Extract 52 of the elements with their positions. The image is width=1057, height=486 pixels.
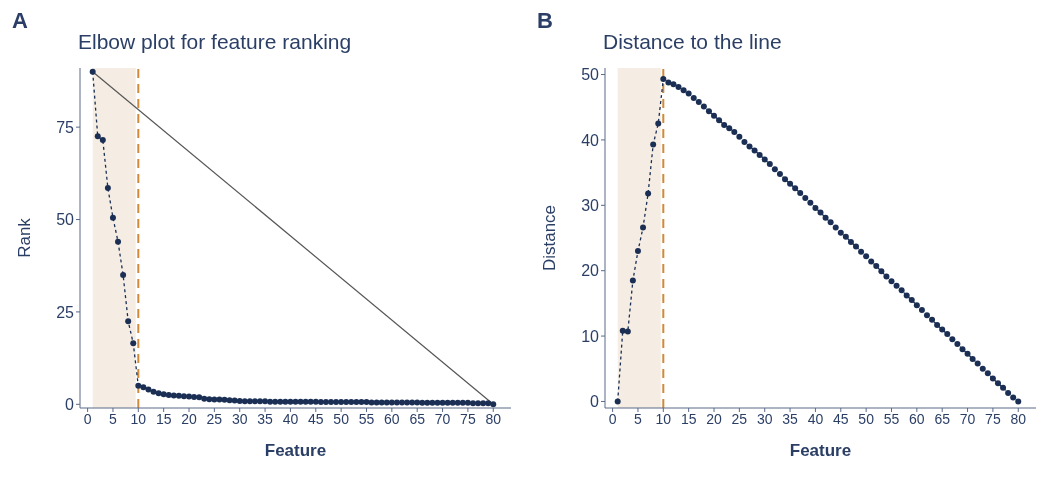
- x-tick-label: 30: [231, 410, 248, 427]
- x-tick-label: 70: [959, 410, 976, 427]
- y-tick-label: 20: [581, 262, 600, 280]
- x-tick-label: 40: [807, 410, 824, 427]
- x-tick-label: 65: [409, 410, 426, 427]
- x-tick-label: 50: [333, 410, 350, 427]
- x-axis-title: Feature: [789, 441, 852, 460]
- x-tick-label: 80: [1010, 410, 1027, 427]
- x-tick-label: 35: [257, 410, 274, 427]
- chart-title: Distance to the line: [603, 30, 782, 54]
- x-tick-label: 80: [485, 410, 502, 427]
- x-tick-label: 60: [909, 410, 925, 427]
- x-tick-label: 55: [358, 410, 375, 427]
- x-tick-label: 20: [706, 410, 723, 427]
- x-tick-label: 5: [634, 410, 643, 427]
- x-axis-title: Feature: [264, 441, 327, 460]
- x-tick-label: 15: [680, 410, 697, 427]
- x-tick-label: 45: [307, 410, 324, 427]
- x-tick-label: 25: [206, 410, 223, 427]
- x-tick-label: 60: [384, 410, 400, 427]
- y-tick-label: 50: [56, 211, 75, 229]
- y-axis-title: Rank: [15, 217, 35, 258]
- text: B: [537, 8, 553, 34]
- y-tick-label: 50: [581, 66, 600, 84]
- x-tick-label: 30: [756, 410, 773, 427]
- x-tick-label: 55: [883, 410, 900, 427]
- y-tick-label: 30: [581, 196, 600, 214]
- x-tick-label: 5: [109, 410, 118, 427]
- y-axis-title: Distance: [540, 204, 560, 272]
- x-tick-label: 45: [832, 410, 849, 427]
- x-tick-label: 40: [282, 410, 299, 427]
- x-tick-label: 25: [731, 410, 748, 427]
- x-tick-label: 10: [130, 410, 147, 427]
- y-tick-label: 0: [65, 395, 75, 413]
- chart-title: Elbow plot for feature ranking: [78, 30, 352, 54]
- x-tick-label: 20: [181, 410, 198, 427]
- y-tick-label: 25: [56, 303, 75, 321]
- x-tick-label: 35: [782, 410, 799, 427]
- x-tick-label: 0: [83, 410, 92, 427]
- x-tick-label: 10: [655, 410, 672, 427]
- x-tick-label: 50: [858, 410, 875, 427]
- x-tick-label: 75: [985, 410, 1001, 427]
- x-tick-label: 0: [608, 410, 617, 427]
- x-tick-label: 15: [155, 410, 172, 427]
- x-tick-label: 70: [434, 410, 451, 427]
- x-tick-label: 75: [460, 410, 476, 427]
- x-tick-label: 65: [934, 410, 951, 427]
- y-tick-label: 10: [581, 327, 600, 345]
- y-tick-label: 0: [590, 393, 600, 411]
- text: A: [12, 8, 28, 34]
- y-tick-label: 75: [56, 118, 75, 136]
- y-tick-label: 40: [581, 131, 600, 149]
